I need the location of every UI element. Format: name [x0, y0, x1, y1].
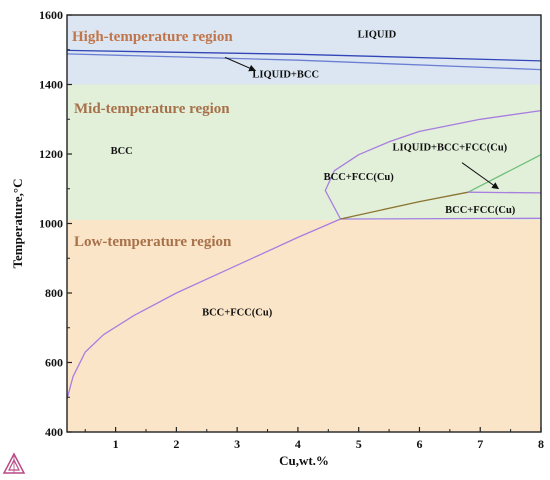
region-band-labels: High-temperature region Mid-temperature … [72, 29, 233, 250]
phase-boundary-2 [66, 218, 341, 400]
y-axis-ticks: 400 600 800 1000 1200 1400 1600 [39, 8, 72, 439]
phase-boundary-7 [468, 191, 542, 194]
x-tick-label-6: 7 [477, 437, 483, 451]
x-tick-label-1: 2 [173, 437, 179, 451]
region-bands [67, 15, 541, 432]
watermark-logo-icon [2, 452, 26, 474]
region-label-high: High-temperature region [72, 29, 233, 45]
region-band-1 [67, 84, 541, 221]
x-axis-ticks: 1 2 3 4 5 6 7 8 [84, 427, 544, 451]
phase-label-liquid-bcc: LIQUID+BCC [252, 70, 319, 81]
phase-boundary-0 [66, 49, 542, 62]
y-tick-label-6: 1600 [39, 8, 63, 22]
phase-boundary-3 [324, 109, 542, 220]
phase-boundary-6 [467, 154, 542, 193]
y-tick-label-4: 1200 [39, 147, 63, 161]
x-tick-label-2: 3 [234, 437, 240, 451]
x-axis-title: Cu,wt.% [279, 453, 329, 468]
phase-label-bcc-fcc-upper: BCC+FCC(Cu) [324, 172, 395, 183]
leader-arrow-1 [461, 162, 500, 190]
x-tick-label-0: 1 [113, 437, 119, 451]
region-label-mid: Mid-temperature region [74, 101, 230, 117]
leader-arrow-0 [224, 56, 257, 72]
y-tick-label-2: 800 [45, 286, 63, 300]
phase-label-bcc-fcc-lower: BCC+FCC(Cu) [202, 308, 273, 319]
y-axis-title: Temperature,°C [10, 178, 25, 268]
phase-label-liquid: LIQUID [358, 30, 397, 41]
phase-boundary-4 [340, 217, 542, 220]
x-tick-label-4: 5 [356, 437, 362, 451]
x-tick-label-5: 6 [416, 437, 422, 451]
x-tick-label-3: 4 [295, 437, 301, 451]
leader-arrows [224, 56, 500, 190]
phase-boundary-lines [66, 49, 542, 400]
region-label-low: Low-temperature region [74, 234, 232, 250]
y-tick-label-0: 400 [45, 425, 63, 439]
y-tick-label-3: 1000 [39, 217, 63, 231]
phase-label-bcc-fcc-right: BCC+FCC(Cu) [445, 205, 516, 216]
x-tick-label-7: 8 [538, 437, 544, 451]
y-tick-label-5: 1400 [39, 78, 63, 92]
phase-boundary-1 [66, 53, 542, 71]
phase-boundary-5 [340, 191, 469, 220]
phase-labels: LIQUID LIQUID+BCC BCC LIQUID+BCC+FCC(Cu)… [111, 30, 516, 319]
phase-label-liquid-bcc-fcc: LIQUID+BCC+FCC(Cu) [393, 143, 508, 154]
phase-label-bcc: BCC [111, 146, 133, 157]
region-band-0 [67, 15, 541, 85]
y-tick-label-1: 600 [45, 356, 63, 370]
region-band-2 [67, 220, 541, 432]
